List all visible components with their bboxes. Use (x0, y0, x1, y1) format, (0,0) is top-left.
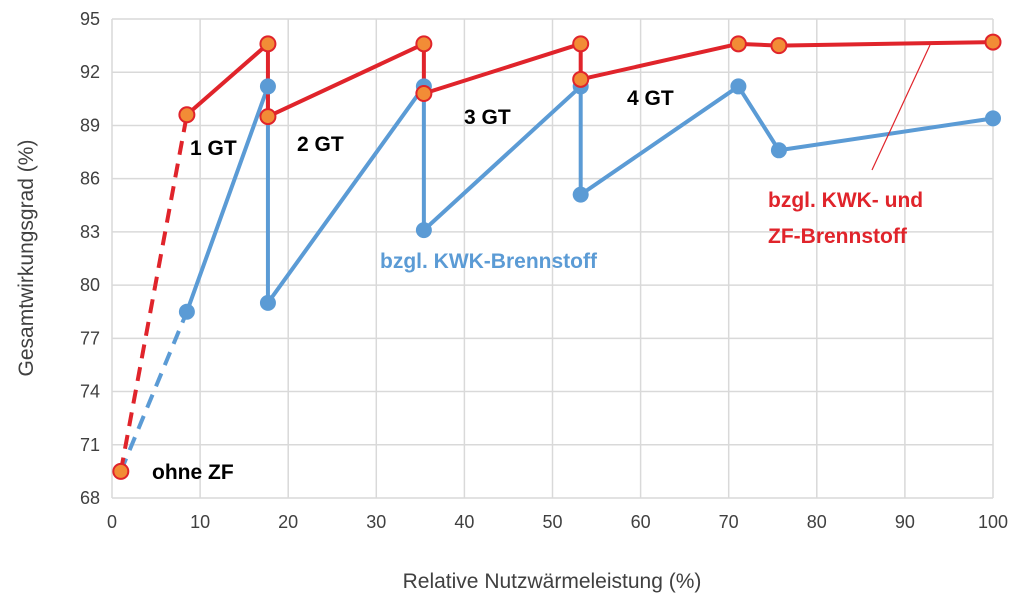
annotation-label: bzgl. KWK-Brennstoff (380, 250, 598, 273)
y-tick-label: 77 (80, 328, 100, 348)
data-point-red (572, 35, 590, 53)
data-point-red (259, 108, 277, 126)
x-tick-label: 70 (719, 512, 739, 532)
data-point-blue (730, 78, 747, 95)
dashed-segment-red (118, 114, 189, 472)
x-tick-label: 20 (278, 512, 298, 532)
series-markers (112, 33, 1002, 480)
data-point-red (415, 85, 433, 103)
series-line-blue (185, 84, 994, 313)
data-point-blue (770, 142, 787, 159)
data-point-red (178, 106, 196, 124)
annotation-label: 1 GT (190, 137, 237, 160)
data-point-red (112, 462, 130, 480)
y-axis-label: Gesamtwirkungsgrad (%) (15, 140, 38, 377)
data-point-blue (178, 303, 195, 320)
y-tick-label: 92 (80, 62, 100, 82)
x-tick-label: 80 (807, 512, 827, 532)
y-tick-label: 86 (80, 169, 100, 189)
data-point-red (770, 37, 788, 55)
y-tick-label: 95 (80, 9, 100, 29)
y-tick-label: 80 (80, 275, 100, 295)
y-tick-label: 74 (80, 382, 100, 402)
x-axis-label: Relative Nutzwärmeleistung (%) (403, 570, 702, 593)
annotation-label: 3 GT (464, 106, 511, 129)
y-tick-label: 71 (80, 435, 100, 455)
data-point-blue (259, 294, 276, 311)
y-tick-label: 89 (80, 115, 100, 135)
x-tick-label: 40 (454, 512, 474, 532)
x-tick-label: 50 (542, 512, 562, 532)
annotation-label: bzgl. KWK- und (768, 189, 923, 212)
y-tick-label: 68 (80, 488, 100, 508)
data-point-blue (259, 78, 276, 95)
data-point-red (415, 35, 433, 53)
data-point-red (729, 35, 747, 53)
x-tick-label: 100 (978, 512, 1008, 532)
x-tick-label: 60 (631, 512, 651, 532)
data-point-blue (415, 222, 432, 239)
annotation-label: ohne ZF (152, 461, 234, 484)
x-tick-label: 30 (366, 512, 386, 532)
data-point-red (259, 35, 277, 53)
annotations: 1 GT 2 GT 3 GT 4 GT ohne ZF bzgl. KWK-Brennst… (152, 44, 931, 484)
annotation-label: 4 GT (627, 87, 674, 110)
y-tick-label: 83 (80, 222, 100, 242)
data-point-blue (985, 110, 1001, 127)
x-tick-label: 10 (190, 512, 210, 532)
grid (111, 18, 994, 499)
annotation-leader-line (871, 44, 931, 171)
data-point-red (984, 33, 1002, 51)
x-tick-label: 90 (895, 512, 915, 532)
data-point-blue (572, 186, 589, 203)
annotation-label: ZF-Brennstoff (768, 225, 908, 248)
series-line-red (185, 40, 994, 119)
x-tick-label: 0 (107, 512, 117, 532)
annotation-label: 2 GT (297, 133, 344, 156)
data-point-red (572, 70, 590, 88)
dashed-segment-blue (118, 310, 189, 473)
tick-labels: 0 10 20 30 40 50 60 70 80 90 100 68 71 74 77 80 83 86 89 92… (80, 9, 1008, 532)
